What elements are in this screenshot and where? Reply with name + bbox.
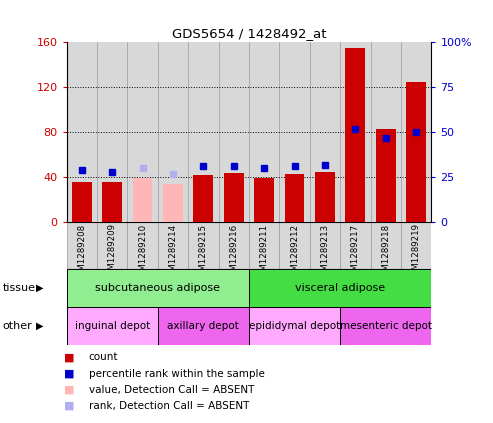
Text: GSM1289218: GSM1289218	[381, 223, 390, 282]
Text: mesenteric depot: mesenteric depot	[340, 321, 432, 331]
Text: subcutaneous adipose: subcutaneous adipose	[95, 283, 220, 293]
Bar	[249, 307, 340, 345]
Bar	[67, 222, 97, 269]
Text: ▶: ▶	[36, 321, 43, 331]
Bar	[127, 222, 158, 269]
Bar	[224, 173, 244, 222]
Text: GSM1289217: GSM1289217	[351, 223, 360, 282]
Bar	[218, 222, 249, 269]
Bar	[72, 181, 92, 222]
Text: GSM1289210: GSM1289210	[138, 223, 147, 282]
Bar	[340, 42, 371, 222]
Bar	[97, 222, 127, 269]
Text: axillary depot: axillary depot	[168, 321, 239, 331]
Bar	[310, 42, 340, 222]
Bar	[193, 175, 213, 222]
Bar	[280, 42, 310, 222]
Bar	[163, 184, 183, 222]
Bar	[376, 129, 396, 222]
Bar	[158, 222, 188, 269]
Text: GSM1289216: GSM1289216	[229, 223, 238, 282]
Text: ▶: ▶	[36, 283, 43, 293]
Text: GSM1289208: GSM1289208	[77, 223, 86, 282]
Bar	[249, 269, 431, 307]
Text: GSM1289212: GSM1289212	[290, 223, 299, 282]
Bar	[133, 178, 152, 222]
Text: ■: ■	[64, 352, 74, 363]
Bar	[218, 42, 249, 222]
Text: GSM1289214: GSM1289214	[169, 223, 177, 282]
Text: ■: ■	[64, 368, 74, 379]
Bar	[67, 307, 158, 345]
Bar	[340, 307, 431, 345]
Bar	[310, 222, 340, 269]
Bar	[371, 42, 401, 222]
Text: rank, Detection Call = ABSENT: rank, Detection Call = ABSENT	[89, 401, 249, 411]
Bar	[254, 178, 274, 222]
Bar	[401, 222, 431, 269]
Text: GSM1289209: GSM1289209	[107, 223, 117, 281]
Bar	[284, 174, 305, 222]
Text: percentile rank within the sample: percentile rank within the sample	[89, 368, 265, 379]
Bar	[102, 181, 122, 222]
Text: count: count	[89, 352, 118, 363]
Text: ■: ■	[64, 401, 74, 411]
Bar	[371, 222, 401, 269]
Bar	[315, 171, 335, 222]
Bar	[127, 42, 158, 222]
Bar	[158, 307, 249, 345]
Bar	[188, 222, 218, 269]
Bar	[406, 82, 426, 222]
Title: GDS5654 / 1428492_at: GDS5654 / 1428492_at	[172, 27, 326, 40]
Text: ■: ■	[64, 385, 74, 395]
Text: GSM1289213: GSM1289213	[320, 223, 329, 282]
Bar	[401, 42, 431, 222]
Bar	[249, 42, 280, 222]
Bar	[346, 48, 365, 222]
Text: value, Detection Call = ABSENT: value, Detection Call = ABSENT	[89, 385, 254, 395]
Text: GSM1289215: GSM1289215	[199, 223, 208, 282]
Bar	[158, 42, 188, 222]
Bar	[280, 222, 310, 269]
Text: inguinal depot: inguinal depot	[74, 321, 150, 331]
Text: other: other	[2, 321, 32, 331]
Text: epididymal depot: epididymal depot	[249, 321, 340, 331]
Text: visceral adipose: visceral adipose	[295, 283, 385, 293]
Text: GSM1289219: GSM1289219	[412, 223, 421, 281]
Bar	[67, 269, 249, 307]
Text: tissue: tissue	[2, 283, 35, 293]
Bar	[67, 42, 97, 222]
Bar	[340, 222, 371, 269]
Text: GSM1289211: GSM1289211	[260, 223, 269, 282]
Bar	[188, 42, 218, 222]
Bar	[249, 222, 280, 269]
Bar	[97, 42, 127, 222]
